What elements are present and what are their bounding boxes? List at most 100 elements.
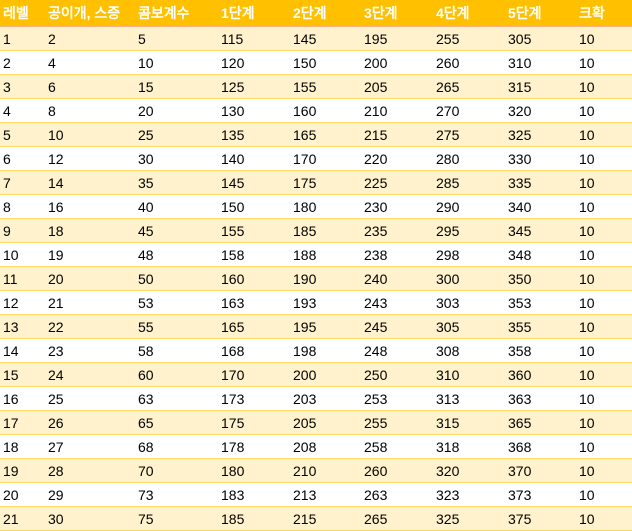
table-cell: 6 <box>0 146 45 171</box>
table-cell: 200 <box>361 50 433 75</box>
header-cell: 4단계 <box>433 0 505 27</box>
table-cell: 12 <box>0 290 45 315</box>
table-row: 11 20 50 160 190 240 300 350 10 <box>0 266 632 291</box>
table-cell: 6 <box>45 74 135 99</box>
table-cell: 158 <box>218 242 290 267</box>
table-cell: 300 <box>433 266 505 291</box>
table-cell: 25 <box>45 386 135 411</box>
table-cell: 195 <box>290 314 361 339</box>
table-cell: 275 <box>433 122 505 147</box>
table-cell: 10 <box>576 386 632 411</box>
table-cell: 265 <box>433 74 505 99</box>
table-cell: 185 <box>290 218 361 243</box>
table-cell: 14 <box>45 170 135 195</box>
table-cell: 15 <box>135 74 218 99</box>
table-row: 9 18 45 155 185 235 295 345 10 <box>0 218 632 243</box>
table-cell: 220 <box>361 146 433 171</box>
table-cell: 48 <box>135 242 218 267</box>
table-cell: 155 <box>290 74 361 99</box>
table-cell: 21 <box>45 290 135 315</box>
table-cell: 11 <box>0 266 45 291</box>
table-cell: 255 <box>433 26 505 51</box>
table-cell: 10 <box>576 314 632 339</box>
table-cell: 340 <box>505 194 576 219</box>
table-cell: 175 <box>218 410 290 435</box>
table-cell: 330 <box>505 146 576 171</box>
table-cell: 348 <box>505 242 576 267</box>
table-cell: 270 <box>433 98 505 123</box>
table-cell: 320 <box>505 98 576 123</box>
table-cell: 248 <box>361 338 433 363</box>
table-cell: 16 <box>45 194 135 219</box>
table-cell: 45 <box>135 218 218 243</box>
table-cell: 40 <box>135 194 218 219</box>
table-cell: 160 <box>290 98 361 123</box>
table-cell: 5 <box>135 26 218 51</box>
table-cell: 180 <box>218 458 290 483</box>
table-cell: 305 <box>433 314 505 339</box>
table-row: 10 19 48 158 188 238 298 348 10 <box>0 242 632 267</box>
table-cell: 323 <box>433 482 505 507</box>
table-cell: 190 <box>290 266 361 291</box>
table-cell: 18 <box>45 218 135 243</box>
table-cell: 58 <box>135 338 218 363</box>
table-cell: 335 <box>505 170 576 195</box>
header-cell: 콤보계수 <box>135 0 218 27</box>
table-cell: 280 <box>433 146 505 171</box>
table-body: 1 2 5 115 145 195 255 305 10 2 4 10 120 150 200 260 310 1… <box>0 26 632 531</box>
table-cell: 3 <box>0 74 45 99</box>
table-cell: 1 <box>0 26 45 51</box>
table-cell: 235 <box>361 218 433 243</box>
table-cell: 50 <box>135 266 218 291</box>
table-cell: 2 <box>0 50 45 75</box>
table-cell: 14 <box>0 338 45 363</box>
table-cell: 135 <box>218 122 290 147</box>
table-cell: 10 <box>576 50 632 75</box>
table-cell: 10 <box>576 362 632 387</box>
table-row: 4 8 20 130 160 210 270 320 10 <box>0 98 632 123</box>
table-cell: 193 <box>290 290 361 315</box>
table-cell: 26 <box>45 410 135 435</box>
table-cell: 173 <box>218 386 290 411</box>
table-cell: 363 <box>505 386 576 411</box>
table-cell: 243 <box>361 290 433 315</box>
table-row: 2 4 10 120 150 200 260 310 10 <box>0 50 632 75</box>
header-cell: 레벨 <box>0 0 45 27</box>
table-cell: 320 <box>433 458 505 483</box>
table-row: 15 24 60 170 200 250 310 360 10 <box>0 362 632 387</box>
table-cell: 263 <box>361 482 433 507</box>
table-cell: 10 <box>576 170 632 195</box>
table-cell: 16 <box>0 386 45 411</box>
table-cell: 19 <box>45 242 135 267</box>
table-row: 18 27 68 178 208 258 318 368 10 <box>0 434 632 459</box>
table-cell: 10 <box>0 242 45 267</box>
header-cell: 3단계 <box>361 0 433 27</box>
table-cell: 215 <box>290 506 361 531</box>
table-cell: 213 <box>290 482 361 507</box>
table-cell: 360 <box>505 362 576 387</box>
table-cell: 10 <box>576 194 632 219</box>
table-cell: 18 <box>0 434 45 459</box>
table-cell: 10 <box>576 482 632 507</box>
table-cell: 9 <box>0 218 45 243</box>
table-cell: 260 <box>361 458 433 483</box>
table-cell: 203 <box>290 386 361 411</box>
table-cell: 70 <box>135 458 218 483</box>
header-cell: 크확 <box>576 0 632 27</box>
table-row: 13 22 55 165 195 245 305 355 10 <box>0 314 632 339</box>
table-cell: 10 <box>576 266 632 291</box>
table-row: 17 26 65 175 205 255 315 365 10 <box>0 410 632 435</box>
table-cell: 55 <box>135 314 218 339</box>
table-cell: 115 <box>218 26 290 51</box>
table-cell: 10 <box>135 50 218 75</box>
header-cell: 공이개, 스증 <box>45 0 135 27</box>
table-cell: 168 <box>218 338 290 363</box>
table-cell: 10 <box>576 290 632 315</box>
table-cell: 65 <box>135 410 218 435</box>
table-cell: 10 <box>576 410 632 435</box>
table-cell: 4 <box>0 98 45 123</box>
table-cell: 253 <box>361 386 433 411</box>
table-cell: 303 <box>433 290 505 315</box>
table-cell: 140 <box>218 146 290 171</box>
table-cell: 10 <box>576 146 632 171</box>
